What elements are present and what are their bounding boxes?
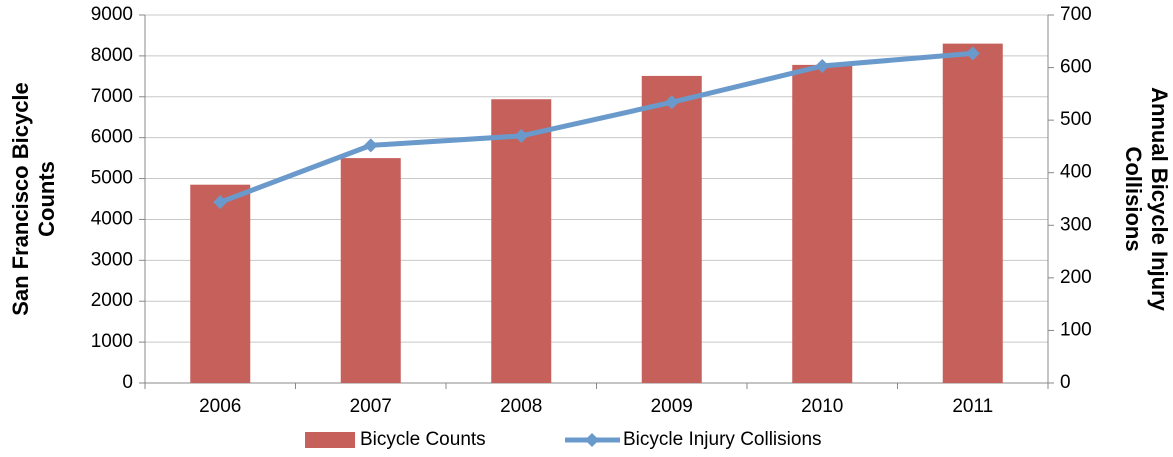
y2-axis-title-line: Collisions [1121, 146, 1146, 251]
y-tick-label: 3000 [91, 249, 133, 270]
y2-tick-label: 700 [1060, 4, 1092, 25]
y-tick-label: 9000 [91, 4, 133, 25]
y-axis-title-line: Counts [34, 161, 59, 237]
legend-swatch [305, 432, 355, 448]
x-tick-label: 2007 [350, 396, 392, 417]
y2-axis-title-line: Annual Bicycle Injury [1147, 87, 1172, 311]
legend-label: Bicycle Counts [360, 429, 486, 450]
bar [340, 158, 401, 383]
x-tick-label: 2011 [952, 396, 993, 417]
marker [363, 138, 378, 153]
x-tick-label: 2008 [500, 396, 542, 417]
bar [942, 43, 1003, 383]
y-axis-title-line: San Francisco Bicycle [8, 82, 33, 316]
legend-swatch [585, 433, 599, 447]
y-tick-label: 1000 [91, 331, 133, 352]
y2-tick-label: 200 [1060, 267, 1092, 288]
y2-tick-label: 500 [1060, 109, 1092, 130]
y2-tick-label: 100 [1060, 319, 1092, 340]
y-tick-label: 8000 [91, 45, 133, 66]
y-tick-label: 0 [122, 372, 133, 393]
x-tick-label: 2006 [199, 396, 241, 417]
legend-label: Bicycle Injury Collisions [623, 429, 822, 450]
bar [491, 99, 552, 383]
y-axis-title: San Francisco BicycleCounts [8, 82, 59, 316]
y-tick-label: 4000 [91, 208, 133, 229]
y-tick-label: 7000 [91, 86, 133, 107]
marker [965, 46, 980, 61]
marker [815, 58, 830, 73]
bar [190, 184, 251, 383]
y2-tick-label: 600 [1060, 57, 1092, 78]
marker [213, 195, 228, 210]
line [219, 50, 973, 205]
x-tick-label: 2009 [651, 396, 693, 417]
marker [514, 128, 529, 143]
y2-tick-label: 300 [1060, 214, 1092, 235]
y-tick-label: 6000 [91, 127, 133, 148]
marker [664, 95, 679, 110]
y2-tick-label: 0 [1060, 372, 1071, 393]
bar [641, 75, 702, 384]
x-tick-label: 2010 [801, 396, 843, 417]
y-tick-label: 5000 [91, 168, 133, 189]
y2-axis-title: Annual Bicycle InjuryCollisions [1121, 87, 1172, 311]
bar [792, 64, 853, 383]
y2-tick-label: 400 [1060, 162, 1092, 183]
y-tick-label: 2000 [91, 290, 133, 311]
